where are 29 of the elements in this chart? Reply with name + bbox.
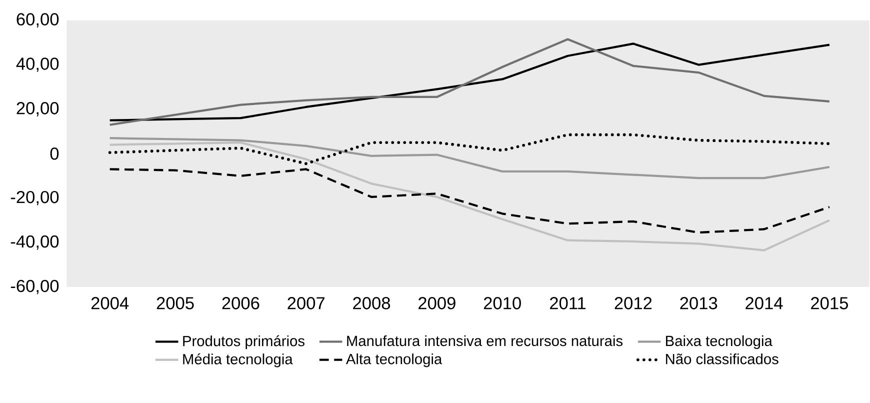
x-tick-label: 2008 <box>353 297 390 310</box>
legend-label: Manufatura intensiva em recursos naturais <box>347 335 623 346</box>
y-tick-label: -20,00 <box>10 190 59 206</box>
x-tick-label: 2011 <box>550 297 586 310</box>
x-tick-label: 2013 <box>680 297 718 310</box>
x-tick-label: 2004 <box>91 297 129 310</box>
x-tick-label: 2012 <box>614 297 652 310</box>
line-series <box>108 133 831 166</box>
x-tick-label: 2005 <box>156 297 194 310</box>
x-tick-label: 2006 <box>222 297 260 310</box>
x-tick-label: 2015 <box>811 297 848 310</box>
legend-label: Baixa tecnologia <box>666 335 772 350</box>
legend-label: Média tecnologia <box>183 353 293 368</box>
x-tick-label: 2010 <box>484 297 521 310</box>
line-series <box>108 168 831 234</box>
x-tick-label: 2009 <box>418 297 456 310</box>
y-tick-label: -40,00 <box>10 235 59 250</box>
line-series <box>108 141 831 252</box>
legend-label: Produtos primários <box>183 335 304 350</box>
y-tick-label: 40,00 <box>16 58 59 72</box>
x-tick-label: 2007 <box>288 297 324 310</box>
legend-label: Não classificados <box>666 353 778 364</box>
line-series <box>108 137 831 180</box>
y-tick-label: 0 <box>50 148 59 160</box>
y-tick-label: 20,00 <box>16 102 59 116</box>
y-tick-label: -60,00 <box>10 280 59 294</box>
y-tick-label: 60,00 <box>16 13 59 28</box>
legend-label: Alta tecnologia <box>346 353 442 368</box>
x-tick-label: 2014 <box>746 297 783 310</box>
